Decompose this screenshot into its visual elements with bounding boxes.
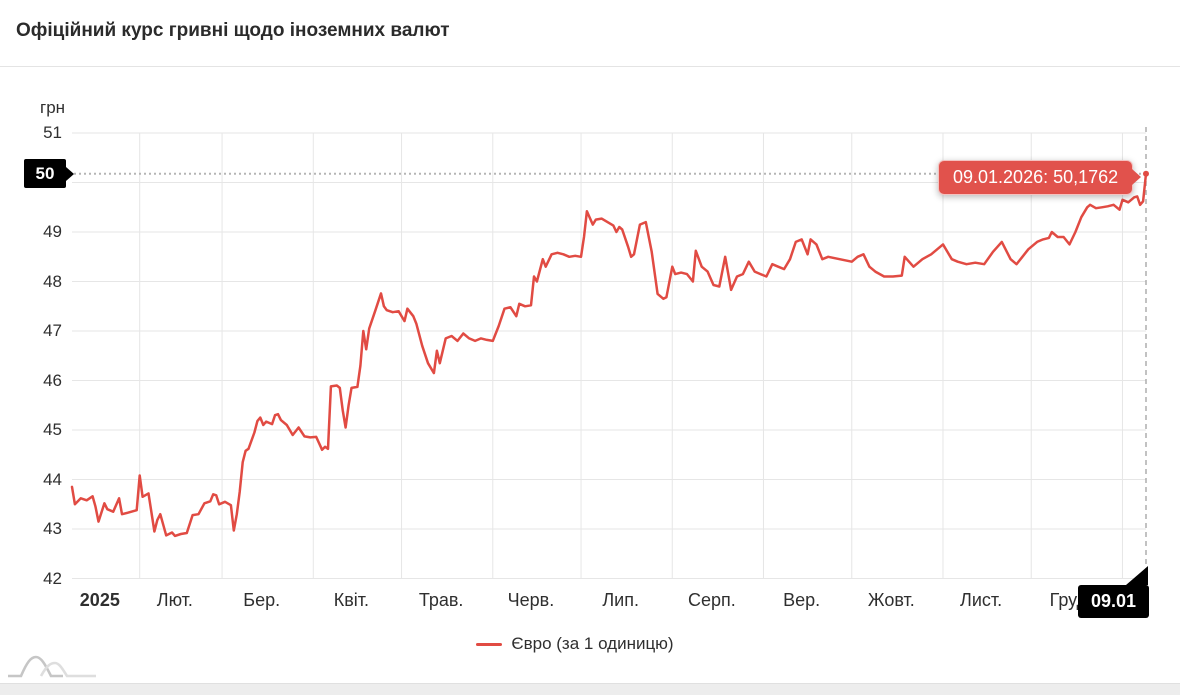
tooltip-arrow	[1132, 169, 1142, 186]
point-tooltip-text: 09.01.2026: 50,1762	[953, 166, 1119, 187]
x-tick-label-month: Серп.	[687, 590, 736, 610]
y-tick-label: 47	[43, 321, 62, 340]
euro-rate-line[interactable]	[70, 172, 1148, 538]
y-tick-label: 45	[43, 420, 62, 439]
y-axis-unit-label: грн	[40, 98, 66, 117]
legend[interactable]: Євро (за 1 одиницю)	[0, 634, 1150, 654]
y-tick-label: 43	[43, 519, 62, 538]
crosshair-value-badge: 50	[24, 159, 74, 189]
y-tick-label: 42	[43, 568, 62, 588]
bottom-section-band	[0, 683, 1180, 695]
x-tick-label-month: Лист.	[960, 590, 1003, 610]
y-tick-label: 44	[43, 469, 62, 489]
title-divider	[0, 66, 1180, 67]
x-tick-label-month: Квіт.	[333, 590, 370, 610]
x-tick-label-month: Черв.	[507, 590, 555, 610]
legend-series-label: Євро (за 1 одиницю)	[511, 634, 674, 653]
point-tooltip: 09.01.2026: 50,1762	[938, 159, 1142, 195]
x-tick-label-month: Жовт.	[867, 590, 915, 610]
page-title: Офіційний курс гривні щодо іноземних вал…	[16, 20, 450, 41]
x-tick-label-month: Вер.	[783, 590, 821, 610]
y-tick-label: 46	[43, 370, 62, 390]
y-tick-label: 48	[43, 271, 62, 291]
x-tick-label-year: 2025	[79, 590, 120, 610]
x-tick-label-month: Трав.	[418, 590, 464, 610]
last-point-marker	[1143, 170, 1149, 177]
x-tick-label-month: Бер.	[243, 590, 281, 610]
x-tick-label-month: Лип.	[602, 590, 639, 610]
crosshair-date-badge: 09.01	[1078, 585, 1149, 618]
x-tick-label-month: Лют.	[156, 590, 193, 610]
crosshair-date-badge-notch	[1126, 566, 1148, 585]
y-tick-label: 49	[43, 222, 62, 241]
waves-logo-icon	[8, 655, 96, 678]
y-tick-label: 51	[43, 123, 62, 142]
legend-line-marker	[476, 642, 503, 646]
